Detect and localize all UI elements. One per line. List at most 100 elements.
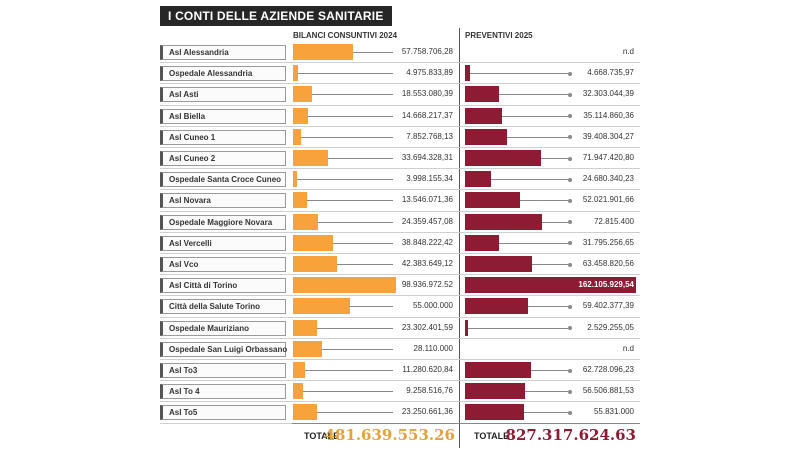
leader-line [317, 327, 393, 329]
value-label-2024: 57.758.706,28 [401, 47, 453, 56]
leader-dot [568, 389, 572, 394]
category-box: Asl To3 [160, 363, 286, 378]
value-label-2024: 33.694.328,31 [401, 153, 453, 162]
bar-2024 [293, 298, 351, 315]
category-box: Asl Vercelli [160, 235, 286, 251]
total-label-2025: TOTALE [474, 431, 510, 441]
category-box: Asl Vco [160, 257, 286, 272]
leader-line [308, 115, 393, 117]
leader-line [353, 52, 393, 53]
leader-dot [568, 71, 572, 76]
value-label-2024: 4.975.833,89 [406, 68, 453, 78]
category-box: Asl To5 [160, 405, 286, 421]
leader-line [302, 391, 393, 393]
category-box: Asl Biella [160, 108, 286, 124]
bar-2024 [293, 383, 303, 400]
row-separator [160, 401, 640, 403]
leader-line [301, 136, 393, 138]
leader-line [531, 370, 570, 371]
bar-2024 [293, 362, 305, 378]
total-value-2025: 827.317.624.63 [505, 426, 636, 444]
bar-2024 [293, 86, 313, 103]
category-box: Asl To 4 [160, 384, 286, 400]
category-box: Ospedale San Luigi Orbassano [160, 341, 288, 357]
bar-2025 [465, 383, 525, 400]
bar-2025 [465, 234, 499, 251]
bar-2024 [293, 234, 334, 251]
leader-dot [568, 156, 572, 161]
value-label-2024: 14.668.217,37 [401, 110, 453, 120]
table-row: Ospedale San Luigi Orbassano 28.110.000 n.… [160, 339, 640, 360]
value-label-2025: 59.402.377,39 [582, 301, 634, 311]
leader-line [322, 348, 393, 350]
table-row: Ospedale Maggiore Novara 24.359.457,08 72.… [160, 212, 640, 233]
leader-line [350, 306, 393, 308]
value-label-2024: 23.302.401,59 [401, 322, 453, 332]
bar-2024 [293, 256, 338, 272]
category-label: Asl Alessandria [169, 48, 229, 57]
value-label-2025: 62.728.096,23 [582, 365, 634, 374]
leader-dot [568, 368, 572, 373]
value-label-2024: 13.546.071,36 [401, 195, 453, 205]
table-row: Asl Vercelli 38.848.222,42 31.795.256,65 [160, 233, 640, 254]
category-box: Asl Alessandria [160, 45, 286, 60]
leader-line [519, 200, 570, 202]
bar-2025 [465, 192, 520, 209]
bar-2024 [293, 44, 354, 60]
category-label: Asl Biella [169, 111, 206, 121]
bar-2024 [293, 319, 318, 336]
category-box: Ospedale Mauriziano [160, 320, 286, 336]
leader-line [502, 115, 570, 117]
table-row: Città della Salute Torino 55.000.000 59.40… [160, 296, 640, 318]
value-label-2025: 4.668.735,97 [587, 68, 634, 78]
leader-dot [568, 304, 572, 309]
value-label-2024: 3.998.155,34 [406, 174, 453, 184]
bar-2024 [293, 192, 308, 209]
table-row: Ospedale Mauriziano 23.302.401,59 2.529.25… [160, 318, 640, 339]
category-box: Asl Città di Torino [160, 278, 286, 294]
value-label-2025: 52.021.901,66 [582, 195, 634, 205]
column-divider [459, 28, 460, 448]
category-box: Ospedale Santa Croce Cuneo [160, 172, 286, 188]
leader-line [469, 73, 570, 75]
category-label: Asl Asti [169, 90, 199, 100]
row-separator [160, 62, 640, 64]
value-label-2025: 35.114.860,36 [583, 110, 634, 120]
bar-2025 [465, 256, 532, 272]
category-label: Ospedale Mauriziano [169, 323, 250, 333]
leader-line [337, 264, 393, 265]
category-box: Asl Asti [160, 87, 286, 103]
total-label-2024: TOTALE [304, 431, 340, 441]
category-label: Ospedale Alessandria [169, 69, 253, 79]
value-label-2025: 72.815.400 [593, 216, 634, 226]
category-label: Asl Novara [169, 196, 211, 206]
table-row: Asl To 4 9.258.516,76 56.506.881,53 [160, 381, 640, 403]
table-row: Asl Novara 13.546.071,36 52.021.901,66 [160, 190, 640, 212]
leader-line [541, 221, 570, 223]
table-row: Asl Città di Torino 98.936.972.52 162.105.… [160, 275, 640, 297]
bar-2025 [465, 404, 524, 421]
value-label-2025: 56.506.881,53 [582, 386, 634, 396]
leader-dot [568, 198, 572, 203]
value-label-2025: 71.947.420,80 [582, 153, 634, 162]
category-box: Ospedale Alessandria [160, 66, 286, 82]
row-separator [160, 231, 640, 233]
value-label-2025: 63.458.820,56 [582, 259, 634, 268]
value-label-2025: 24.680.340,23 [582, 174, 634, 184]
leader-line [298, 73, 393, 75]
category-box: Città della Salute Torino [160, 299, 286, 315]
leader-dot [568, 177, 572, 182]
value-label-2024: 38.848.222,42 [401, 237, 453, 247]
leader-line [307, 200, 393, 202]
value-label-2025: 162.105.929,54 [578, 280, 634, 290]
bar-2024 [293, 150, 329, 166]
category-label: Ospedale San Luigi Orbassano [169, 344, 288, 354]
leader-line [333, 242, 393, 244]
bar-2025 [465, 107, 503, 124]
value-label-2025: 32.303.044,39 [582, 89, 634, 99]
value-label-2025: 31.795.256,65 [582, 237, 634, 247]
value-label-2024: 24.359.457,08 [401, 216, 453, 226]
leader-line [531, 264, 570, 265]
value-label-2025: 2.529.255,05 [587, 322, 634, 332]
value-label-2025: 39.408.304,27 [582, 131, 634, 141]
